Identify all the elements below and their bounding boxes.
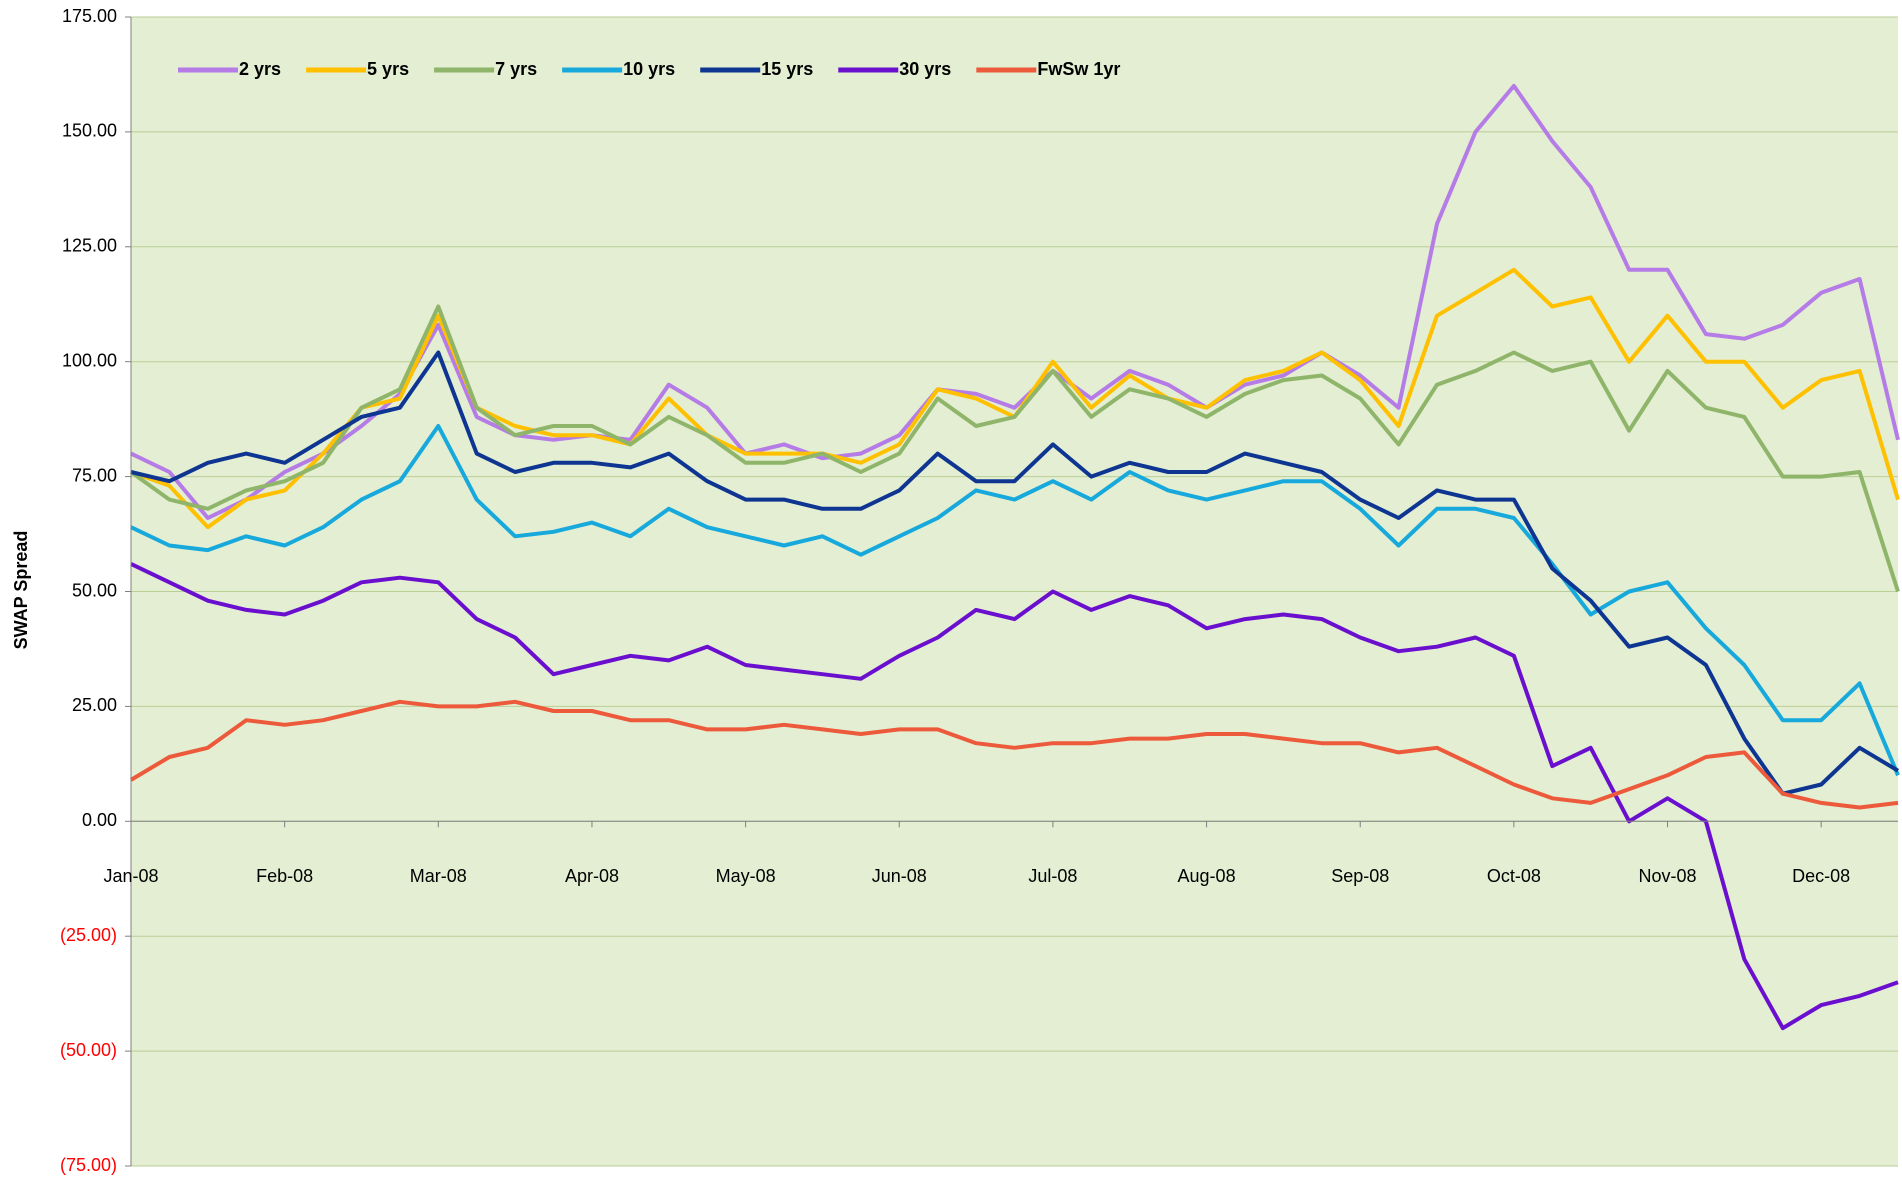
series-line xyxy=(129,304,1900,593)
x-tick-label: Sep-08 xyxy=(1331,866,1389,886)
legend-label: 15 yrs xyxy=(761,59,813,79)
x-tick-label: Jul-08 xyxy=(1028,866,1077,886)
series-line xyxy=(130,350,1900,796)
y-tick-label: (25.00) xyxy=(60,925,117,945)
series-line xyxy=(130,562,1899,1031)
y-tick-label: 125.00 xyxy=(62,236,117,256)
x-tick-label: Nov-08 xyxy=(1639,866,1697,886)
y-tick-label: 50.00 xyxy=(72,580,117,600)
legend: 2 yrs 5 yrs 7 yrs 10 yrs 15 yrs 30 yrs FwSw 1y… xyxy=(178,59,1120,79)
x-tick-label: May-08 xyxy=(716,866,776,886)
y-tick-label: (75.00) xyxy=(60,1155,117,1175)
legend-label: 10 yrs xyxy=(623,59,675,79)
x-tick-label: Jun-08 xyxy=(872,866,927,886)
y-tick-label: 75.00 xyxy=(72,465,117,485)
lines xyxy=(129,83,1900,1031)
x-tick-label: Feb-08 xyxy=(256,866,313,886)
legend-label: 2 yrs xyxy=(239,59,281,79)
y-tick-label: 25.00 xyxy=(72,695,117,715)
x-tick-label: Jan-08 xyxy=(103,866,158,886)
series-line xyxy=(130,424,1900,777)
x-tick-label: Oct-08 xyxy=(1487,866,1541,886)
legend-label: 7 yrs xyxy=(495,59,537,79)
x-tick-label: Mar-08 xyxy=(410,866,467,886)
x-tick-label: Aug-08 xyxy=(1178,866,1236,886)
y-tick-label: 100.00 xyxy=(62,350,117,370)
x-tick-label: Apr-08 xyxy=(565,866,619,886)
legend-label: 5 yrs xyxy=(367,59,409,79)
y-tick-label: 175.00 xyxy=(62,6,117,26)
legend-label: 30 yrs xyxy=(899,59,951,79)
y-axis-title: SWAP Spread xyxy=(11,531,31,650)
x-tick-label: Dec-08 xyxy=(1792,866,1850,886)
legend-label: FwSw 1yr xyxy=(1037,59,1120,79)
y-tick-label: 0.00 xyxy=(82,810,117,830)
y-tick-label: (50.00) xyxy=(60,1040,117,1060)
y-tick-label: 150.00 xyxy=(62,121,117,141)
series-line xyxy=(129,699,1899,810)
axes: 175.00 150.00 125.00 100.00 75.00 50.00 25.00 0… xyxy=(60,6,1898,1175)
